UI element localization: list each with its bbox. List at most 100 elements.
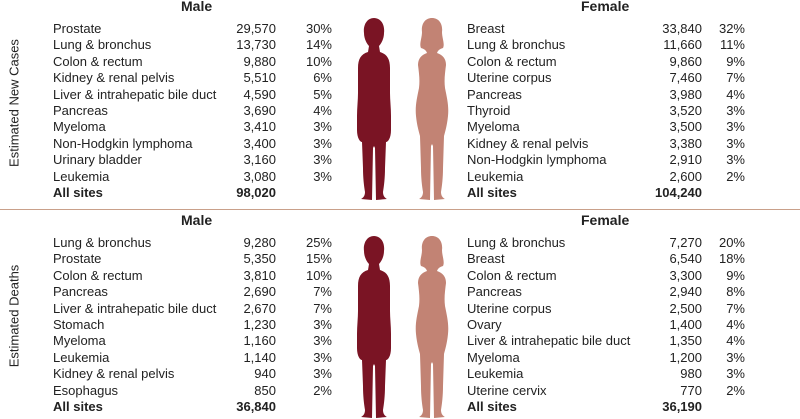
- case-percent: 14%: [305, 37, 332, 53]
- case-percent: 9%: [726, 53, 745, 69]
- case-percent: 3%: [313, 135, 332, 151]
- cancer-site-label: Pancreas: [467, 86, 522, 102]
- case-percent: 2%: [726, 382, 745, 398]
- heading-male: Male: [181, 212, 213, 228]
- cancer-site-label: Leukemia: [53, 168, 110, 184]
- case-percent: 3%: [313, 316, 332, 332]
- table-row: Kidney & renal pelvis 940 3%: [53, 366, 338, 382]
- table-row: Thyroid 3,520 3%: [467, 103, 757, 119]
- table-row: Leukemia 3,080 3%: [53, 169, 338, 185]
- total-count: 104,240: [655, 184, 702, 200]
- table-row: Colon & rectum 9,860 9%: [467, 54, 757, 70]
- cancer-site-label: Lung & bronchus: [53, 37, 152, 53]
- case-count: 3,300: [669, 267, 702, 283]
- case-percent: 4%: [313, 102, 332, 118]
- cancer-site-label: Lung & bronchus: [467, 235, 566, 250]
- case-percent: 3%: [313, 119, 332, 135]
- case-percent: 7%: [726, 300, 745, 316]
- case-percent: 4%: [726, 86, 745, 102]
- table-female: Breast 33,840 32% Lung & bronchus 11,660 11% C…: [467, 21, 757, 201]
- table-row: Leukemia 2,600 2%: [467, 169, 757, 185]
- table-row: Esophagus 850 2%: [53, 383, 338, 399]
- case-percent: 3%: [726, 119, 745, 135]
- case-count: 29,570: [236, 21, 276, 36]
- case-percent: 3%: [726, 366, 745, 382]
- case-count: 4,590: [243, 86, 276, 102]
- total-row: All sites 36,840: [53, 399, 338, 415]
- case-percent: 9%: [726, 267, 745, 283]
- table-row: Prostate 5,350 15%: [53, 251, 338, 267]
- cancer-site-label: Myeloma: [53, 333, 106, 349]
- table-female: Lung & bronchus 7,270 20% Breast 6,540 18% Col…: [467, 235, 757, 415]
- case-percent: 3%: [313, 152, 332, 168]
- cancer-site-label: Pancreas: [53, 284, 108, 300]
- cancer-site-label: Prostate: [53, 251, 102, 267]
- case-count: 2,940: [669, 284, 702, 300]
- table-row: Non-Hodgkin lymphoma 3,400 3%: [53, 136, 338, 152]
- case-count: 2,600: [669, 168, 702, 184]
- all-sites-label: All sites: [53, 398, 103, 414]
- case-percent: 2%: [726, 168, 745, 184]
- case-count: 1,230: [243, 316, 276, 332]
- table-row: Uterine cervix 770 2%: [467, 383, 757, 399]
- heading-female: Female: [581, 0, 630, 14]
- case-percent: 10%: [305, 53, 332, 69]
- case-count: 980: [680, 366, 702, 382]
- table-row: Ovary 1,400 4%: [467, 317, 757, 333]
- case-count: 1,350: [669, 333, 702, 349]
- cancer-site-label: Uterine cervix: [467, 382, 547, 398]
- table-row: Colon & rectum 9,880 10%: [53, 54, 338, 70]
- male-silhouette-icon: [357, 18, 391, 200]
- case-percent: 3%: [726, 349, 745, 365]
- case-count: 7,270: [669, 235, 702, 250]
- table-row: Lung & bronchus 9,280 25%: [53, 235, 338, 251]
- table-row: Prostate 29,570 30%: [53, 21, 338, 37]
- case-percent: 32%: [718, 21, 745, 36]
- case-percent: 8%: [726, 284, 745, 300]
- case-count: 3,160: [243, 152, 276, 168]
- case-percent: 18%: [718, 251, 745, 267]
- cancer-site-label: Ovary: [467, 316, 502, 332]
- case-count: 3,520: [669, 102, 702, 118]
- cancer-site-label: Kidney & renal pelvis: [53, 366, 175, 382]
- case-count: 2,670: [243, 300, 276, 316]
- case-count: 770: [680, 382, 702, 398]
- case-count: 11,660: [663, 37, 702, 53]
- table-male: Lung & bronchus 9,280 25% Prostate 5,350 15% C…: [53, 235, 338, 415]
- heading-female: Female: [581, 212, 630, 228]
- case-percent: 30%: [305, 21, 332, 36]
- case-percent: 2%: [313, 382, 332, 398]
- case-count: 9,880: [243, 53, 276, 69]
- cancer-site-label: Colon & rectum: [467, 267, 557, 283]
- case-percent: 3%: [313, 349, 332, 365]
- case-count: 3,380: [669, 135, 702, 151]
- cancer-site-label: Liver & intrahepatic bile duct: [53, 300, 217, 316]
- case-count: 1,140: [243, 349, 276, 365]
- case-percent: 3%: [313, 366, 332, 382]
- table-row: Non-Hodgkin lymphoma 2,910 3%: [467, 152, 757, 168]
- total-count: 36,840: [236, 398, 276, 414]
- table-row: Colon & rectum 3,810 10%: [53, 268, 338, 284]
- table-row: Lung & bronchus 11,660 11%: [467, 37, 757, 53]
- case-percent: 7%: [313, 284, 332, 300]
- case-count: 5,510: [243, 70, 276, 86]
- all-sites-label: All sites: [467, 184, 517, 200]
- case-count: 3,080: [243, 168, 276, 184]
- table-row: Myeloma 1,160 3%: [53, 333, 338, 349]
- case-count: 5,350: [243, 251, 276, 267]
- section-divider: [0, 209, 800, 210]
- case-percent: 3%: [726, 135, 745, 151]
- case-percent: 25%: [305, 235, 332, 250]
- table-row: Uterine corpus 7,460 7%: [467, 70, 757, 86]
- case-count: 6,540: [669, 251, 702, 267]
- cancer-site-label: Prostate: [53, 21, 102, 36]
- cancer-site-label: Non-Hodgkin lymphoma: [467, 152, 607, 168]
- case-count: 3,810: [243, 267, 276, 283]
- case-count: 3,980: [669, 86, 702, 102]
- table-row: Urinary bladder 3,160 3%: [53, 152, 338, 168]
- case-count: 3,690: [243, 102, 276, 118]
- total-count: 98,020: [236, 184, 276, 200]
- cancer-site-label: Stomach: [53, 316, 105, 332]
- case-percent: 20%: [718, 235, 745, 250]
- case-percent: 4%: [726, 333, 745, 349]
